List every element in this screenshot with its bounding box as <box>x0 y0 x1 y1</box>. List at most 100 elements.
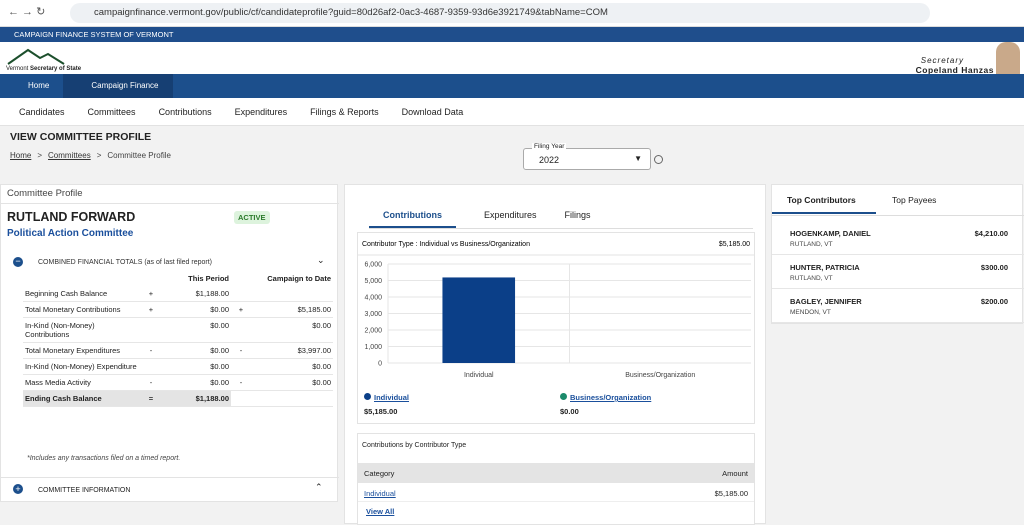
this-period: $0.00 <box>161 301 231 318</box>
sign: = <box>141 390 161 407</box>
secretary-title: Secretary <box>920 56 964 65</box>
contributor: HUNTER, PATRICIA RUTLAND, VT $300.00 <box>772 255 1024 289</box>
category-link[interactable]: Individual <box>364 489 396 498</box>
system-title: CAMPAIGN FINANCE SYSTEM OF VERMONT <box>0 27 1024 42</box>
legend-swatch <box>560 393 567 400</box>
contributor-amount: $4,210.00 <box>974 229 1008 238</box>
y-tick-label: 5,000 <box>364 278 382 285</box>
contributor-amount: $300.00 <box>980 263 1008 272</box>
chart: Contributor Type : Individual vs Busines… <box>358 241 754 379</box>
menu-item[interactable]: Download Data <box>401 107 464 117</box>
top-panel: Top Contributors Top Payees HOGENKAMP, D… <box>771 184 1024 324</box>
menu-item[interactable]: Committees <box>87 107 136 117</box>
tab[interactable]: Contributions <box>369 210 456 228</box>
this-period: $0.00 <box>161 342 231 359</box>
logo-mountains <box>7 48 65 65</box>
column-header: This Period <box>188 274 229 283</box>
menu-item[interactable]: Contributions <box>158 107 212 117</box>
address-bar[interactable]: campaignfinance.vermont.gov/public/cf/ca… <box>70 3 930 23</box>
totals-row: Total Monetary Expenditures - $0.00- $3,997… <box>23 342 333 359</box>
secretary-photo <box>996 42 1020 74</box>
this-period: $1,188.00 <box>161 286 231 302</box>
bar <box>442 277 516 363</box>
row-label: In-Kind (Non-Money) Expenditure <box>23 358 141 375</box>
cell <box>231 271 251 286</box>
cell <box>23 271 141 286</box>
logo-text: Vermont Secretary of State <box>6 66 81 72</box>
filing-year-select[interactable]: Filing Year 2022 ▼ <box>523 143 651 170</box>
contributor-name: HOGENKAMP, DANIEL <box>790 229 871 238</box>
divider <box>1 203 339 204</box>
contributor: HOGENKAMP, DANIEL RUTLAND, VT $4,210.00 <box>772 221 1024 255</box>
chart-total: $5,185.00 <box>719 241 750 248</box>
totals-row: Total Monetary Contributions + $0.00 + $5,18… <box>23 301 333 318</box>
to-date: $0.00 <box>251 374 333 391</box>
collapse-icon[interactable]: − <box>13 257 23 267</box>
amount: $5,185.00 <box>714 489 748 498</box>
menu-item[interactable]: Expenditures <box>234 107 288 117</box>
logo-office: Secretary of State <box>30 66 82 72</box>
chevron[interactable]: ⌄ <box>317 255 325 265</box>
tab[interactable]: Top Contributors <box>787 195 856 205</box>
site-header: Vermont Secretary of State Secretary Cop… <box>0 42 1024 75</box>
totals-row: In-Kind (Non-Money) Expenditure $0.00 $0.0… <box>23 358 333 375</box>
select-label: Filing Year <box>532 143 567 150</box>
totals-row: In-Kind (Non-Money) Contributions $0.00 $0… <box>23 317 333 343</box>
expand-icon[interactable]: + <box>13 484 23 494</box>
profile-panel: Committee Profile RUTLAND FORWARD ACTIVE… <box>0 184 339 502</box>
this-period: $1,188.00 <box>161 390 231 407</box>
totals-row: Ending Cash Balance = $1,188.00 <box>23 390 333 407</box>
info-icon[interactable] <box>654 155 663 164</box>
this-period: $0.00 <box>161 317 231 343</box>
legend-label: Business/Organization <box>570 393 652 402</box>
chart-title: Contributor Type : Individual vs Busines… <box>362 241 530 248</box>
chevron[interactable]: ⌃ <box>315 482 323 492</box>
committee-name: RUTLAND FORWARD <box>7 210 136 224</box>
tab[interactable]: Expenditures <box>484 210 537 220</box>
row-label: Total Monetary Expenditures <box>23 342 141 359</box>
breakdown-box: Contributions by Contributor Type Catego… <box>357 433 755 525</box>
sign <box>231 317 251 343</box>
chart-box: Contributor Type : Individual vs Busines… <box>357 232 755 424</box>
legend-item[interactable]: Individual $5,185.00 <box>364 393 409 416</box>
sign: - <box>141 374 161 391</box>
nav-item[interactable]: Home <box>28 81 50 90</box>
status-badge: ACTIVE <box>234 211 270 224</box>
contributor: BAGLEY, JENNIFER MENDON, VT $200.00 <box>772 289 1024 323</box>
breakdown-row: Individual $5,185.00 <box>358 484 754 502</box>
sign <box>231 286 251 302</box>
to-date: $5,185.00 <box>251 301 333 318</box>
active-tab <box>772 185 876 214</box>
legend-amount: $5,185.00 <box>364 407 398 416</box>
totals-title: COMBINED FINANCIAL TOTALS (as of last fi… <box>38 259 213 266</box>
legend-item[interactable]: Business/Organization $0.00 <box>560 393 651 416</box>
breadcrumb-item[interactable]: Home <box>10 151 32 160</box>
to-date <box>251 390 333 407</box>
nav-buttons[interactable]: ← → ↻ <box>8 6 46 18</box>
select-arrow: ▼ <box>634 154 642 163</box>
y-tick-label: 4,000 <box>364 295 382 302</box>
tab[interactable]: Top Payees <box>892 195 937 205</box>
contributor-list: HOGENKAMP, DANIEL RUTLAND, VT $4,210.00 HUN… <box>772 221 1024 323</box>
menu-item[interactable]: Filings & Reports <box>310 107 379 117</box>
contributor-amount: $200.00 <box>980 297 1008 306</box>
contributor-name: BAGLEY, JENNIFER <box>790 297 862 306</box>
sign <box>231 390 251 407</box>
view-all-link[interactable]: View All <box>366 507 395 516</box>
contributor-location: MENDON, VT <box>790 309 831 316</box>
contributor-name: HUNTER, PATRICIA <box>790 263 860 272</box>
menu-item[interactable]: Candidates <box>19 107 65 117</box>
breadcrumb-item[interactable]: Committees <box>48 151 91 160</box>
cell <box>141 271 161 286</box>
column-header: Amount <box>722 469 748 478</box>
tab[interactable]: Filings <box>564 210 591 220</box>
sign: + <box>141 301 161 318</box>
y-tick-label: 2,000 <box>364 328 382 335</box>
nav-item[interactable]: Campaign Finance <box>63 74 173 98</box>
divider <box>1 477 339 478</box>
x-tick-label: Business/Organization <box>625 372 695 379</box>
sign <box>141 317 161 343</box>
to-date: $3,997.00 <box>251 342 333 359</box>
y-tick-label: 3,000 <box>364 311 382 318</box>
